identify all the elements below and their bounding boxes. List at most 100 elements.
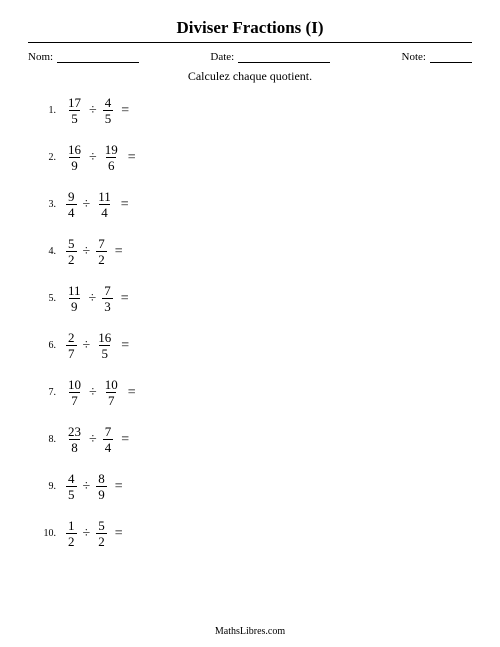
denominator: 9 [69,157,80,172]
division-sign: ÷ [83,197,91,213]
division-sign: ÷ [89,385,97,401]
numerator: 11 [66,284,83,298]
denominator: 5 [69,110,80,125]
denominator: 2 [66,533,77,548]
division-sign: ÷ [89,291,97,307]
fraction-b: 165 [96,331,113,360]
denominator: 4 [103,439,114,454]
numerator: 23 [66,425,83,439]
fraction-a: 175 [66,96,83,125]
denominator: 3 [102,298,113,313]
fraction-b: 73 [102,284,113,313]
division-sign: ÷ [83,338,91,354]
name-underline[interactable] [57,51,139,63]
denominator: 7 [69,392,80,407]
equals-sign: = [121,197,129,213]
numerator: 5 [66,237,77,251]
name-field-group: Nom: [28,51,139,63]
equals-sign: = [115,244,123,260]
problem-number: 9. [34,481,56,492]
title-rule [28,42,472,43]
denominator: 5 [66,486,77,501]
fraction-b: 45 [103,96,114,125]
denominator: 5 [99,345,110,360]
fraction-b: 107 [103,378,120,407]
fraction-a: 27 [66,331,77,360]
numerator: 10 [66,378,83,392]
denominator: 9 [96,486,107,501]
problem-number: 6. [34,340,56,351]
note-underline[interactable] [430,51,472,63]
problem-number: 2. [34,152,56,163]
problem-number: 7. [34,387,56,398]
instructions-text: Calculez chaque quotient. [28,69,472,84]
equals-sign: = [121,432,129,448]
problem-number: 5. [34,293,56,304]
numerator: 7 [96,237,107,251]
problem-row: 9. 45 ÷ 89 = [34,472,472,501]
fraction-a: 238 [66,425,83,454]
denominator: 8 [69,439,80,454]
numerator: 9 [66,190,77,204]
fraction-b: 72 [96,237,107,266]
equals-sign: = [121,338,129,354]
denominator: 7 [66,345,77,360]
fraction-a: 45 [66,472,77,501]
numerator: 5 [96,519,107,533]
denominator: 4 [99,204,110,219]
denominator: 9 [69,298,80,313]
denominator: 2 [66,251,77,266]
problem-number: 1. [34,105,56,116]
fraction-a: 52 [66,237,77,266]
problem-row: 2.169÷196= [34,143,472,172]
worksheet-page: Diviser Fractions (I) Nom: Date: Note: C… [0,0,500,647]
division-sign: ÷ [83,526,91,542]
equals-sign: = [121,103,129,119]
problem-row: 4.52÷72= [34,237,472,266]
problem-row: 1.175÷45= [34,96,472,125]
fraction-b: 52 [96,519,107,548]
equals-sign: = [115,479,123,495]
denominator: 7 [106,392,117,407]
problem-row: 10.12÷52= [34,519,472,548]
problem-row: 3.94÷114= [34,190,472,219]
problem-row: 7.107÷107= [34,378,472,407]
equals-sign: = [128,385,136,401]
note-field-group: Note: [402,51,472,63]
date-field-group: Date: [210,51,330,63]
denominator: 6 [106,157,117,172]
denominator: 5 [103,110,114,125]
fraction-b: 89 [96,472,107,501]
fraction-a: 119 [66,284,83,313]
division-sign: ÷ [89,432,97,448]
division-sign: ÷ [83,479,91,495]
problem-list: 1.175÷45=2.169÷196=3.94÷114=4.52÷72=5.11… [34,96,472,548]
fraction-a: 94 [66,190,77,219]
numerator: 2 [66,331,77,345]
fraction-a: 169 [66,143,83,172]
problem-number: 3. [34,199,56,210]
problem-number: 10. [34,528,56,539]
problem-row: 8.238÷74= [34,425,472,454]
numerator: 10 [103,378,120,392]
denominator: 2 [96,251,107,266]
footer-text: MathsLibres.com [0,626,500,637]
numerator: 4 [66,472,77,486]
equals-sign: = [121,291,129,307]
fraction-b: 114 [96,190,113,219]
date-underline[interactable] [238,51,330,63]
fraction-a: 107 [66,378,83,407]
page-title: Diviser Fractions (I) [28,18,472,38]
numerator: 4 [103,96,114,110]
numerator: 1 [66,519,77,533]
division-sign: ÷ [89,103,97,119]
fraction-b: 196 [103,143,120,172]
numerator: 11 [96,190,113,204]
meta-row: Nom: Date: Note: [28,51,472,63]
numerator: 16 [96,331,113,345]
fraction-b: 74 [103,425,114,454]
numerator: 19 [103,143,120,157]
numerator: 7 [102,284,113,298]
date-label: Date: [210,51,234,63]
name-label: Nom: [28,51,53,63]
